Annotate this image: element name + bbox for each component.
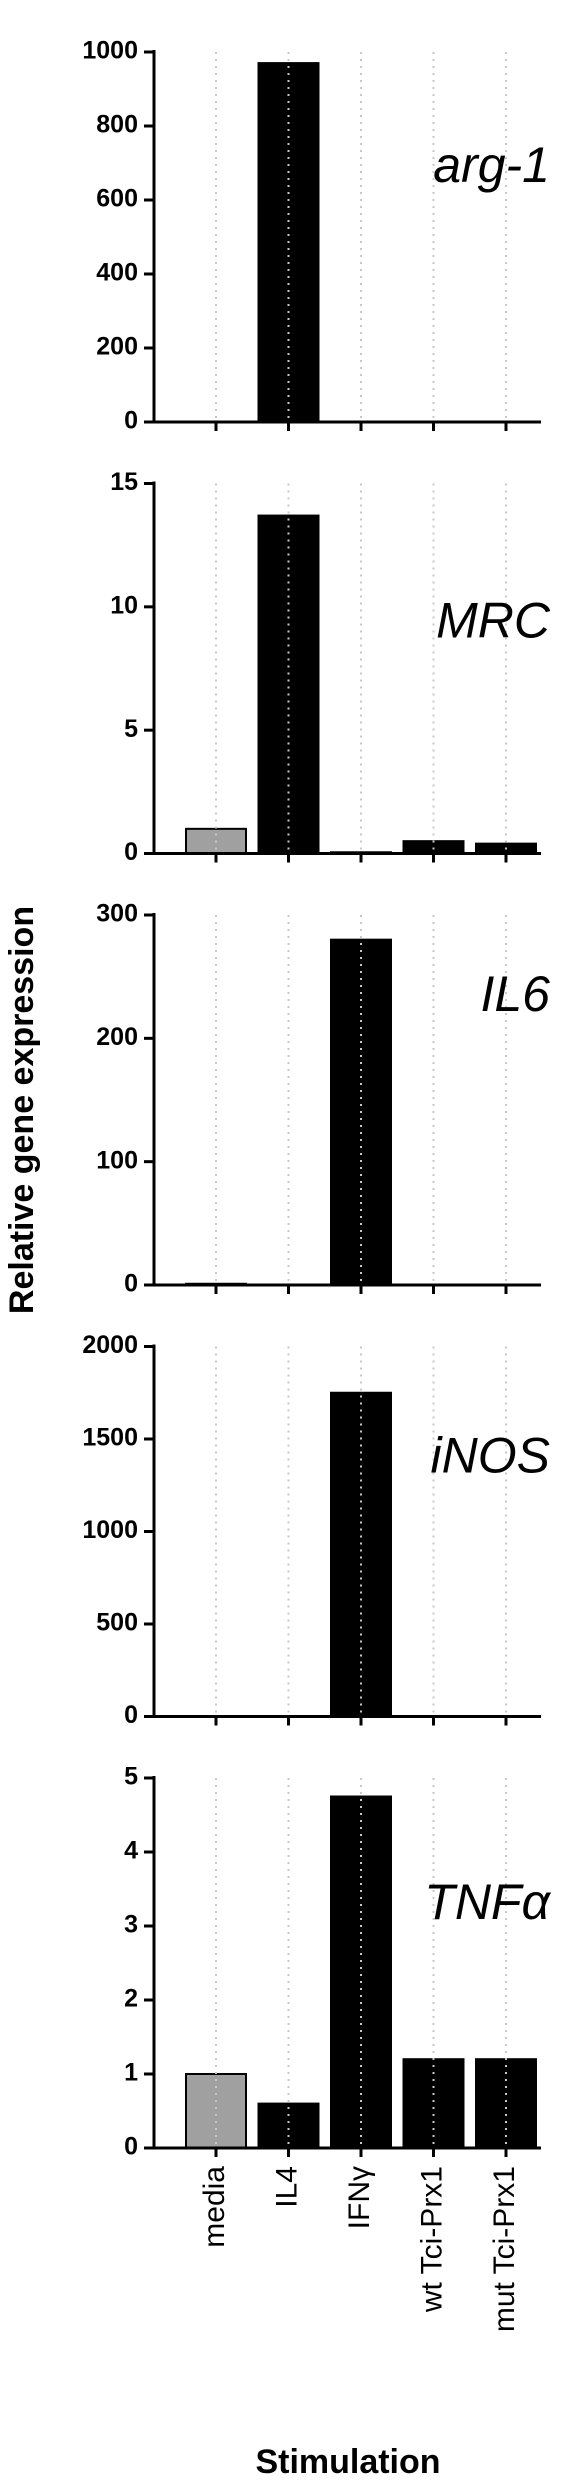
bar <box>402 840 465 855</box>
y-tick-label: 10 <box>110 591 138 619</box>
y-tick-label: 400 <box>96 259 138 287</box>
panel-title: iNOS <box>431 1428 550 1484</box>
y-tick-label: 1000 <box>82 1516 138 1544</box>
y-tick-label: 600 <box>96 185 138 213</box>
y-tick-label: 2000 <box>82 1331 138 1359</box>
y-tick-label: 1000 <box>82 37 138 65</box>
y-tick-label: 5 <box>124 1763 138 1791</box>
x-tick-label: IFNγ <box>343 2166 376 2229</box>
y-tick-label: 4 <box>124 1837 138 1865</box>
panel-title: arg-1 <box>433 137 550 193</box>
x-tick-label: wt Tci-Prx1 <box>415 2166 448 2313</box>
x-tick-label: media <box>198 2166 231 2248</box>
y-tick-label: 0 <box>124 838 138 866</box>
panel-title: MRC <box>436 593 551 649</box>
panel-title: TNFα <box>424 1874 551 1930</box>
y-tick-label: 200 <box>96 333 138 361</box>
y-tick-label: 3 <box>124 1911 138 1939</box>
bar <box>257 2102 320 2150</box>
y-tick-label: 1500 <box>82 1424 138 1452</box>
x-axis-label: Stimulation <box>255 2443 440 2481</box>
y-tick-label: 0 <box>124 407 138 435</box>
bar <box>330 1391 392 1718</box>
y-tick-label: 200 <box>96 1023 138 1051</box>
x-tick-label: mut Tci-Prx1 <box>488 2166 521 2332</box>
y-tick-label: 100 <box>96 1146 138 1174</box>
y-tick-label: 0 <box>124 1701 138 1729</box>
y-tick-label: 0 <box>124 1270 138 1298</box>
y-tick-label: 15 <box>110 468 138 496</box>
y-tick-label: 800 <box>96 111 138 139</box>
y-tick-label: 2 <box>124 1985 138 2013</box>
bar <box>257 514 320 855</box>
y-tick-label: 1 <box>124 2059 138 2087</box>
y-tick-label: 0 <box>124 2133 138 2161</box>
y-axis-label: Relative gene expression <box>3 906 41 1314</box>
x-tick-label: IL4 <box>270 2166 303 2208</box>
y-tick-label: 5 <box>124 715 138 743</box>
y-tick-label: 300 <box>96 900 138 928</box>
panel-title: IL6 <box>480 966 550 1022</box>
y-tick-label: 500 <box>96 1609 138 1637</box>
